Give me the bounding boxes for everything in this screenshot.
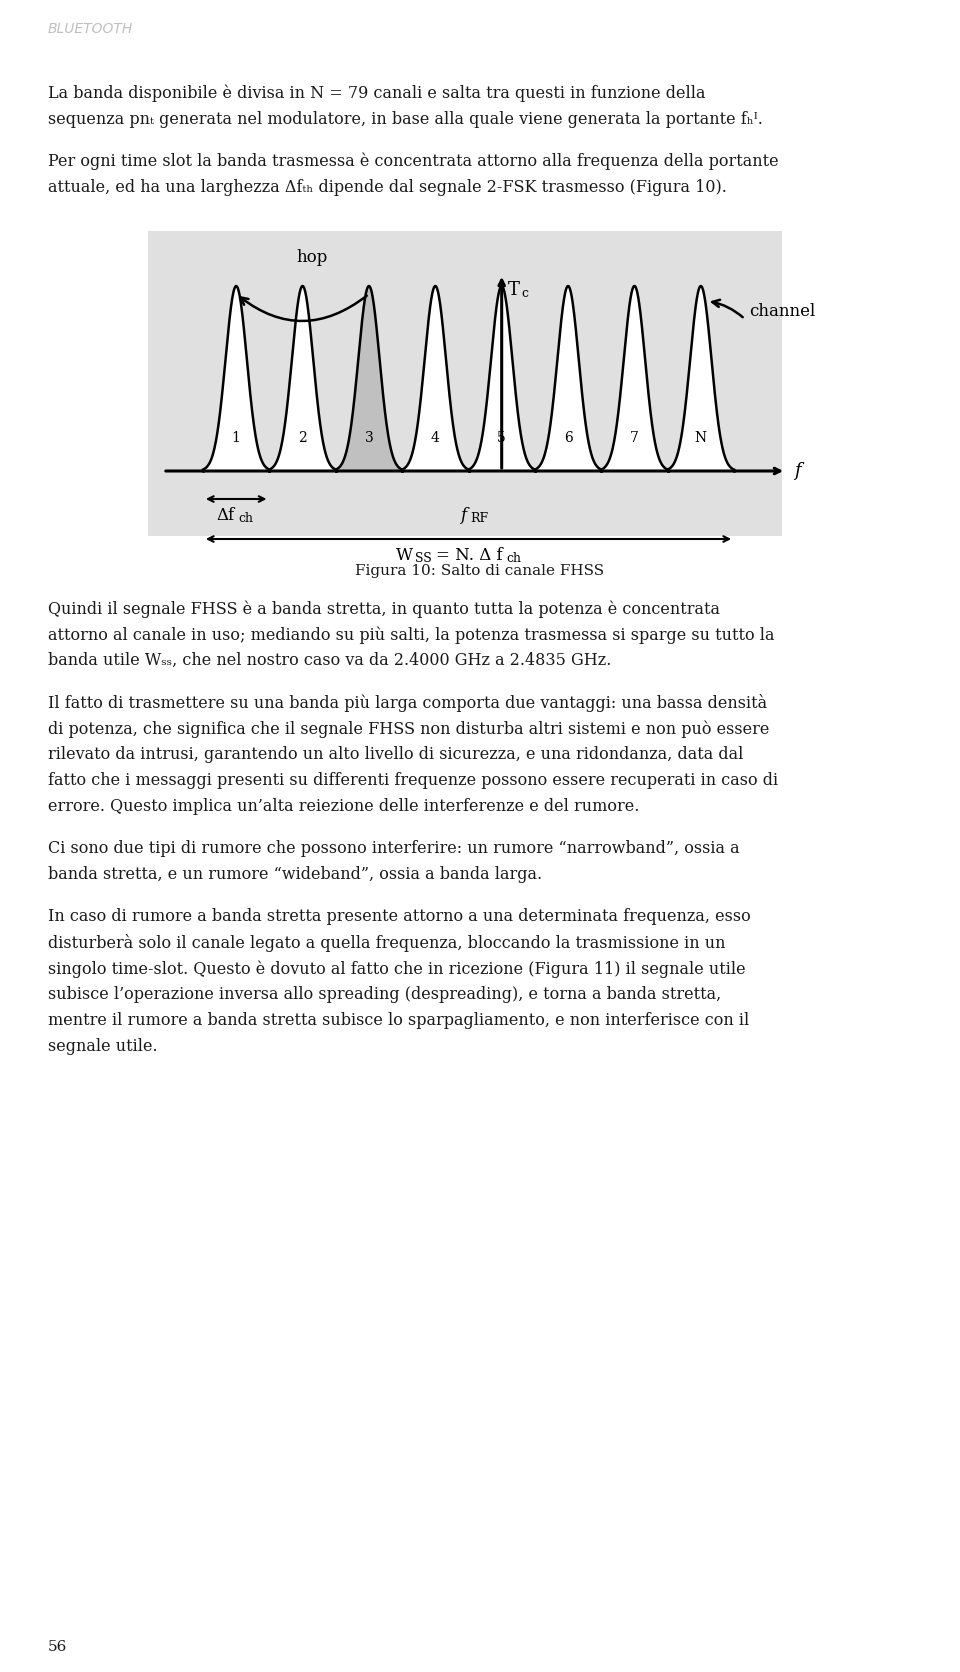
- Polygon shape: [667, 286, 734, 472]
- Text: BLUETOOTH: BLUETOOTH: [48, 22, 133, 37]
- Text: 5: 5: [497, 431, 506, 445]
- Text: f: f: [794, 461, 801, 480]
- FancyArrowPatch shape: [241, 296, 367, 321]
- Text: di potenza, che significa che il segnale FHSS non disturba altri sistemi e non p: di potenza, che significa che il segnale…: [48, 721, 769, 737]
- Polygon shape: [336, 286, 402, 472]
- Text: = N. Δ f: = N. Δ f: [437, 547, 503, 563]
- Text: hop: hop: [297, 249, 328, 266]
- Text: c: c: [521, 288, 529, 299]
- Polygon shape: [535, 286, 601, 472]
- Text: Quindi il segnale FHSS è a banda stretta, in quanto tutta la potenza è concentra: Quindi il segnale FHSS è a banda stretta…: [48, 600, 720, 617]
- Text: attorno al canale in uso; mediando su più salti, la potenza trasmessa si sparge : attorno al canale in uso; mediando su pi…: [48, 625, 775, 644]
- Text: banda utile Wₛₛ, che nel nostro caso va da 2.4000 GHz a 2.4835 GHz.: banda utile Wₛₛ, che nel nostro caso va …: [48, 652, 612, 669]
- Text: 6: 6: [564, 431, 572, 445]
- Text: channel: channel: [749, 303, 815, 319]
- Text: 7: 7: [630, 431, 638, 445]
- Text: W: W: [396, 547, 414, 563]
- Text: Per ogni time slot la banda trasmessa è concentrata attorno alla frequenza della: Per ogni time slot la banda trasmessa è …: [48, 154, 779, 171]
- Text: ch: ch: [238, 512, 253, 525]
- Text: N: N: [695, 431, 707, 445]
- FancyArrowPatch shape: [712, 299, 743, 318]
- Text: Δf: Δf: [216, 507, 234, 523]
- Text: La banda disponibile è divisa in N = 79 canali e salta tra questi in funzione de: La banda disponibile è divisa in N = 79 …: [48, 85, 706, 102]
- Text: rilevato da intrusi, garantendo un alto livello di sicurezza, e una ridondanza, : rilevato da intrusi, garantendo un alto …: [48, 746, 743, 762]
- Text: 1: 1: [231, 431, 241, 445]
- Text: subisce l’operazione inversa allo spreading (despreading), e torna a banda stret: subisce l’operazione inversa allo spread…: [48, 986, 721, 1003]
- Text: disturberà solo il canale legato a quella frequenza, bloccando la trasmissione i: disturberà solo il canale legato a quell…: [48, 935, 726, 951]
- Polygon shape: [402, 286, 468, 472]
- Text: SS: SS: [416, 552, 432, 565]
- Polygon shape: [601, 286, 667, 472]
- Text: T: T: [508, 281, 519, 299]
- Text: 2: 2: [299, 431, 307, 445]
- Text: f: f: [461, 507, 467, 523]
- Text: Ci sono due tipi di rumore che possono interferire: un rumore “narrowband”, ossi: Ci sono due tipi di rumore che possono i…: [48, 839, 739, 858]
- Text: fatto che i messaggi presenti su differenti frequenze possono essere recuperati : fatto che i messaggi presenti su differe…: [48, 772, 779, 789]
- Text: errore. Questo implica un’alta reiezione delle interferenze e del rumore.: errore. Questo implica un’alta reiezione…: [48, 798, 639, 814]
- Text: segnale utile.: segnale utile.: [48, 1038, 157, 1055]
- Text: Figura 10: Salto di canale FHSS: Figura 10: Salto di canale FHSS: [355, 563, 605, 579]
- Text: 56: 56: [48, 1640, 67, 1654]
- Text: banda stretta, e un rumore “wideband”, ossia a banda larga.: banda stretta, e un rumore “wideband”, o…: [48, 866, 542, 883]
- Text: Il fatto di trasmettere su una banda più larga comporta due vantaggi: una bassa : Il fatto di trasmettere su una banda più…: [48, 694, 767, 712]
- Text: 3: 3: [365, 431, 373, 445]
- Text: In caso di rumore a banda stretta presente attorno a una determinata frequenza, : In caso di rumore a banda stretta presen…: [48, 908, 751, 925]
- Bar: [148, 231, 782, 537]
- Text: ch: ch: [507, 552, 521, 565]
- Text: singolo time-slot. Questo è dovuto al fatto che in ricezione (Figura 11) il segn: singolo time-slot. Questo è dovuto al fa…: [48, 960, 746, 978]
- Text: sequenza pnₜ generata nel modulatore, in base alla quale viene generata la porta: sequenza pnₜ generata nel modulatore, in…: [48, 110, 763, 129]
- Polygon shape: [270, 286, 336, 472]
- Text: mentre il rumore a banda stretta subisce lo sparpagliamento, e non interferisce : mentre il rumore a banda stretta subisce…: [48, 1012, 749, 1028]
- Polygon shape: [203, 286, 270, 472]
- Text: attuale, ed ha una larghezza Δfₜₕ dipende dal segnale 2-FSK trasmesso (Figura 10: attuale, ed ha una larghezza Δfₜₕ dipend…: [48, 179, 727, 196]
- Polygon shape: [468, 286, 535, 472]
- Text: 4: 4: [431, 431, 440, 445]
- Text: RF: RF: [470, 512, 489, 525]
